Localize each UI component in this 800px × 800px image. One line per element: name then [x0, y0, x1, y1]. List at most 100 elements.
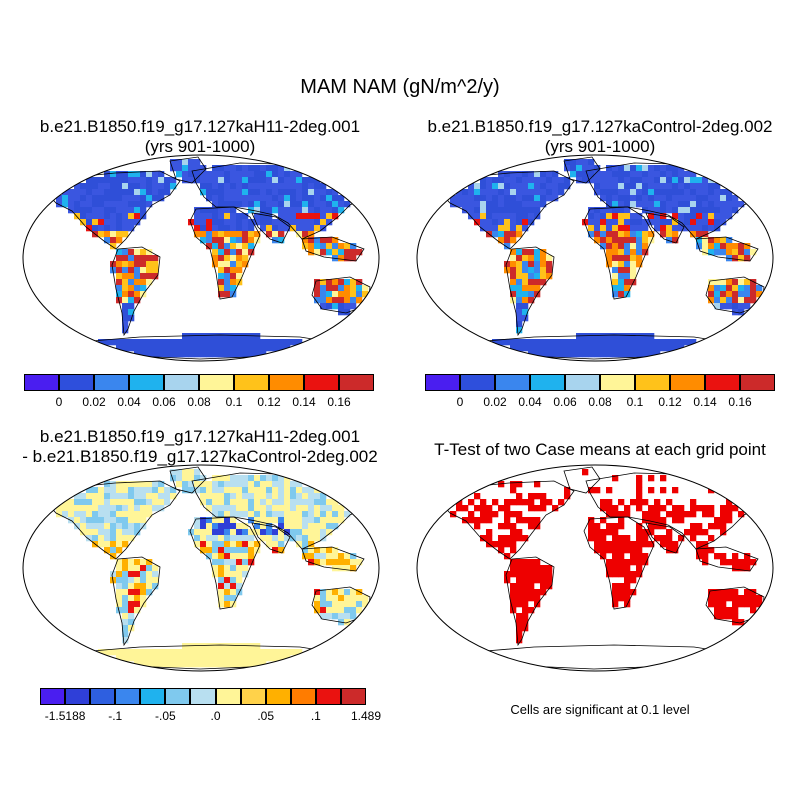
grid-cell [654, 505, 661, 512]
grid-cell [528, 249, 535, 256]
grid-cell [86, 529, 93, 536]
grid-cell [600, 553, 607, 560]
grid-cell [116, 249, 123, 256]
grid-cell [558, 345, 565, 352]
grid-cell [600, 339, 607, 346]
grid-cell [260, 487, 267, 494]
grid-cell [720, 189, 727, 196]
grid-cell [522, 619, 529, 626]
grid-cell [308, 195, 315, 202]
grid-cell [236, 529, 243, 536]
grid-cell [230, 595, 237, 602]
grid-cell [468, 517, 475, 524]
grid-cell [260, 225, 267, 232]
grid-cell [672, 165, 679, 172]
grid-cell [732, 285, 739, 292]
grid-cell [224, 481, 231, 488]
grid-cell [600, 541, 607, 548]
grid-cell [624, 273, 631, 280]
grid-cell [134, 297, 141, 304]
grid-cell [86, 523, 93, 530]
grid-cell [218, 351, 225, 358]
grid-cell [92, 219, 99, 226]
grid-cell [630, 213, 637, 220]
grid-cell [672, 517, 679, 524]
grid-cell [600, 189, 607, 196]
grid-cell [338, 249, 345, 256]
grid-cell [648, 475, 655, 482]
grid-cell [642, 165, 649, 172]
grid-cell [86, 535, 93, 542]
grid-cell [206, 649, 213, 656]
grid-cell [98, 649, 105, 656]
grid-cell [726, 291, 733, 298]
grid-cell [152, 195, 159, 202]
grid-cell [492, 541, 499, 548]
grid-cell [504, 523, 511, 530]
grid-cell [326, 547, 333, 554]
grid-cell [212, 339, 219, 346]
grid-cell [266, 505, 273, 512]
grid-cell [678, 177, 685, 184]
grid-cell [290, 517, 297, 524]
grid-cell [492, 201, 499, 208]
grid-cell [642, 499, 649, 506]
grid-cell [564, 177, 571, 184]
grid-cell [720, 201, 727, 208]
grid-cell [140, 589, 147, 596]
grid-cell [606, 237, 613, 244]
grid-cell [702, 231, 709, 238]
grid-cell [612, 255, 619, 262]
grid-cell [134, 261, 141, 268]
grid-cell [248, 177, 255, 184]
grid-cell [224, 559, 231, 566]
grid-cell [480, 511, 487, 518]
grid-cell [528, 595, 535, 602]
grid-cell [332, 213, 339, 220]
grid-cell [86, 219, 93, 226]
grid-cell [624, 333, 631, 340]
grid-cell [200, 481, 207, 488]
grid-cell [206, 499, 213, 506]
colorbar-swatch [530, 374, 565, 391]
grid-cell [510, 255, 517, 262]
grid-cell [146, 279, 153, 286]
grid-cell [182, 487, 189, 494]
grid-cell [314, 553, 321, 560]
grid-cell [618, 261, 625, 268]
grid-cell [606, 487, 613, 494]
grid-cell [516, 631, 523, 638]
grid-cell [128, 601, 135, 608]
grid-cell [230, 589, 237, 596]
grid-cell [582, 177, 589, 184]
grid-cell [332, 201, 339, 208]
grid-cell [672, 207, 679, 214]
grid-cell [362, 285, 369, 292]
grid-cell [606, 345, 613, 352]
grid-cell [80, 529, 87, 536]
grid-cell [278, 475, 285, 482]
grid-cell [480, 219, 487, 226]
grid-cell [260, 195, 267, 202]
grid-cell [224, 523, 231, 530]
grid-cell [128, 571, 135, 578]
grid-cell [266, 529, 273, 536]
grid-cell [528, 279, 535, 286]
grid-cell [630, 177, 637, 184]
grid-cell [564, 487, 571, 494]
grid-cell [122, 309, 129, 316]
grid-cell [582, 345, 589, 352]
grid-cell [504, 195, 511, 202]
grid-cell [606, 189, 613, 196]
grid-cell [236, 219, 243, 226]
grid-cell [630, 237, 637, 244]
grid-cell [218, 333, 225, 340]
grid-cell [642, 243, 649, 250]
grid-cell [230, 255, 237, 262]
grid-cell [242, 213, 249, 220]
grid-cell [320, 505, 327, 512]
grid-cell [296, 213, 303, 220]
grid-cell [296, 487, 303, 494]
grid-cell [332, 291, 339, 298]
grid-cell [254, 481, 261, 488]
